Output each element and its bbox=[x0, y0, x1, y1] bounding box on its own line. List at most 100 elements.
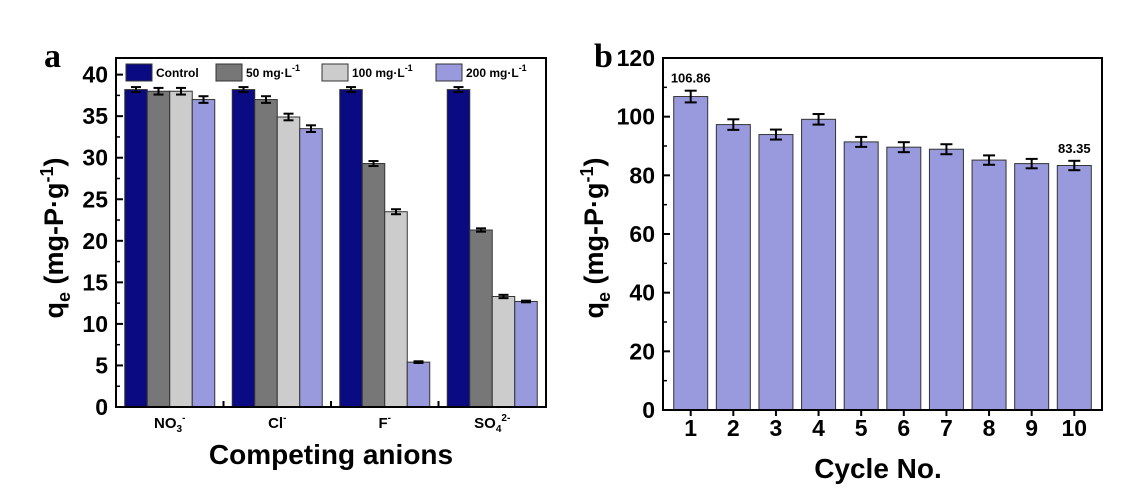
y-tick-label: 120 bbox=[617, 45, 655, 71]
y-tick-label: 25 bbox=[82, 186, 108, 212]
legend-swatch bbox=[321, 63, 349, 82]
legend-item-3: 100 mg·L-1 bbox=[321, 63, 413, 82]
error-bar-4-3 bbox=[498, 293, 509, 300]
bar-4-2 bbox=[469, 229, 493, 408]
legend-swatch bbox=[215, 63, 243, 82]
bar-2-1 bbox=[231, 89, 256, 408]
error-bar-1-1 bbox=[131, 86, 141, 94]
x-tick-label: 10 bbox=[1061, 415, 1087, 441]
data-label: 106.86 bbox=[671, 71, 711, 86]
x-tick-label: 1 bbox=[684, 415, 697, 441]
y-tick-label: 40 bbox=[82, 62, 108, 88]
error-bar-cycle-1 bbox=[684, 89, 697, 104]
x-tick-label: 7 bbox=[940, 415, 953, 441]
panel-a-legend: Control 50 mg·L-1 100 mg·L-1 200 mg·L-1 bbox=[125, 63, 527, 82]
x-tick-label: 5 bbox=[855, 415, 868, 441]
x-tick-label: 4 bbox=[812, 415, 825, 441]
panel-a-x-axis-label: Competing anions bbox=[209, 439, 453, 470]
panel-a-y-axis-label: qe (mg-P·g-1) bbox=[37, 157, 74, 318]
legend-swatch bbox=[435, 63, 463, 82]
bar-cycle-7 bbox=[928, 148, 964, 411]
bar-4-4 bbox=[514, 300, 538, 408]
x-tick-label: 2 bbox=[727, 415, 740, 441]
error-bar-3-1 bbox=[346, 86, 356, 94]
error-bar-2-2 bbox=[261, 95, 271, 104]
bar-1-2 bbox=[146, 90, 171, 408]
legend-label: Control bbox=[156, 66, 199, 80]
y-tick-label: 20 bbox=[82, 228, 108, 254]
y-tick-label: 35 bbox=[82, 103, 108, 129]
bar-cycle-1 bbox=[673, 96, 709, 411]
bar-3-3 bbox=[384, 211, 408, 408]
error-bar-cycle-5 bbox=[855, 135, 868, 148]
y-tick-label: 0 bbox=[95, 394, 108, 420]
bar-2-3 bbox=[276, 116, 301, 408]
bar-1-4 bbox=[191, 99, 216, 408]
error-bar-3-3 bbox=[391, 208, 401, 216]
bar-2-4 bbox=[299, 128, 323, 408]
y-tick-label: 30 bbox=[82, 145, 108, 171]
error-bar-2-1 bbox=[238, 86, 249, 94]
error-bar-cycle-8 bbox=[983, 154, 996, 166]
bar-2-2 bbox=[254, 99, 278, 408]
panel-a-letter: a bbox=[44, 38, 61, 75]
legend-item-2: 50 mg·L-1 bbox=[215, 63, 300, 82]
x-tick-label: 6 bbox=[897, 415, 910, 441]
bar-cycle-6 bbox=[886, 146, 922, 411]
bar-cycle-5 bbox=[843, 141, 879, 411]
error-bar-2-4 bbox=[306, 124, 316, 133]
error-bar-cycle-10 bbox=[1068, 159, 1081, 172]
y-tick-label: 60 bbox=[629, 221, 655, 247]
bar-cycle-3 bbox=[758, 134, 794, 411]
error-bar-3-4 bbox=[413, 360, 424, 364]
error-bar-cycle-9 bbox=[1025, 157, 1038, 170]
x-tick-label: 8 bbox=[983, 415, 996, 441]
bar-cycle-10 bbox=[1056, 165, 1092, 411]
data-label: 83.35 bbox=[1058, 141, 1091, 156]
panel-b: b qe (mg-P·g-1) 0 20 40 60 80 100 120 1 2 3 4 5 6 7 8… bbox=[577, 38, 1103, 484]
error-bar-cycle-2 bbox=[727, 118, 740, 131]
y-tick-label: 80 bbox=[629, 162, 655, 188]
error-bar-2-3 bbox=[283, 112, 294, 122]
error-bar-cycle-7 bbox=[940, 143, 953, 156]
bar-1-1 bbox=[124, 89, 148, 408]
y-tick-label: 0 bbox=[642, 397, 655, 423]
category-label-4: SO42- bbox=[474, 413, 510, 435]
bar-4-1 bbox=[446, 89, 471, 408]
y-tick-label: 100 bbox=[617, 104, 655, 130]
error-bar-4-2 bbox=[476, 227, 486, 233]
error-bar-1-2 bbox=[153, 86, 164, 96]
bar-3-4 bbox=[406, 361, 431, 408]
y-tick-label: 20 bbox=[629, 338, 655, 364]
error-bar-4-1 bbox=[453, 86, 464, 94]
panel-b-x-axis-label: Cycle No. bbox=[814, 453, 942, 484]
bar-cycle-9 bbox=[1014, 163, 1050, 411]
category-label-3: F- bbox=[378, 413, 391, 432]
y-tick-label: 40 bbox=[629, 280, 655, 306]
y-tick-label: 15 bbox=[82, 269, 108, 295]
legend-label: 100 mg·L-1 bbox=[352, 63, 413, 80]
error-bar-1-4 bbox=[198, 95, 209, 104]
panel-a: a qe (mg-P·g-1) 0 5 10 15 20 25 30 35 40 NO3- Cl-… bbox=[37, 38, 547, 470]
error-bar-cycle-3 bbox=[769, 128, 782, 141]
bar-cycle-2 bbox=[715, 124, 751, 411]
y-tick-label: 5 bbox=[95, 352, 108, 378]
bar-cycle-4 bbox=[801, 118, 837, 411]
legend-label: 50 mg·L-1 bbox=[246, 63, 300, 80]
bar-1-3 bbox=[169, 90, 193, 408]
y-tick-label: 10 bbox=[82, 311, 108, 337]
legend-item-4: 200 mg·L-1 bbox=[435, 63, 527, 82]
legend-swatch bbox=[125, 63, 153, 82]
legend-item-1: Control bbox=[125, 63, 199, 82]
category-label-2: Cl- bbox=[268, 413, 286, 432]
panel-b-letter: b bbox=[594, 38, 613, 75]
error-bar-cycle-6 bbox=[897, 141, 910, 154]
panel-b-y-axis-label: qe (mg-P·g-1) bbox=[577, 157, 614, 318]
x-tick-label: 9 bbox=[1025, 415, 1038, 441]
bar-3-2 bbox=[361, 163, 386, 408]
bar-cycle-8 bbox=[971, 159, 1007, 411]
bar-3-1 bbox=[339, 89, 363, 408]
error-bar-cycle-4 bbox=[812, 113, 825, 126]
bar-4-3 bbox=[491, 295, 516, 408]
